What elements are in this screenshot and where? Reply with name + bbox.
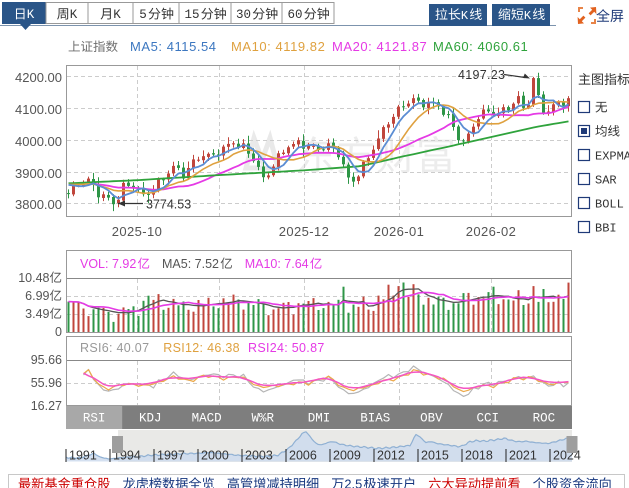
svg-text:2012: 2012: [377, 449, 405, 463]
svg-text:5: 5: [139, 8, 147, 22]
svg-text:60: 60: [288, 8, 303, 22]
svg-text:30: 30: [236, 8, 251, 22]
svg-text:3.49: 3.49: [25, 307, 49, 321]
svg-text:2026-01: 2026-01: [374, 224, 425, 239]
svg-text:VOL: 7.92: VOL: 7.92: [80, 257, 136, 271]
svg-text:MA20: 4121.87: MA20: 4121.87: [332, 39, 427, 54]
svg-text:2006: 2006: [289, 449, 317, 463]
svg-text:2018: 2018: [465, 449, 493, 463]
svg-text:RSI12: 46.38: RSI12: 46.38: [163, 341, 240, 355]
svg-text:55.96: 55.96: [31, 376, 62, 390]
svg-text:2025-10: 2025-10: [112, 224, 163, 239]
svg-text:6.99: 6.99: [25, 289, 49, 303]
svg-text:KDJ: KDJ: [139, 412, 162, 426]
svg-text:RSI24: 50.87: RSI24: 50.87: [248, 341, 325, 355]
svg-text:MA60: 4060.61: MA60: 4060.61: [433, 39, 528, 54]
svg-text:15: 15: [185, 8, 200, 22]
svg-text:2003: 2003: [245, 449, 273, 463]
svg-text:16.27: 16.27: [31, 399, 62, 413]
svg-text:K: K: [27, 8, 35, 22]
svg-text:3800.00: 3800.00: [15, 197, 62, 212]
svg-text:95.66: 95.66: [31, 353, 62, 367]
svg-text:4000.00: 4000.00: [15, 134, 62, 149]
svg-text:K: K: [524, 9, 532, 23]
svg-text:4100.00: 4100.00: [15, 102, 62, 117]
svg-text:OBV: OBV: [420, 412, 443, 426]
svg-text:1997: 1997: [157, 449, 185, 463]
svg-text:2026-02: 2026-02: [466, 224, 517, 239]
svg-text:MA10: 7.64: MA10: 7.64: [245, 257, 309, 271]
svg-text:4200.00: 4200.00: [15, 70, 62, 85]
svg-text:MA5: 7.52: MA5: 7.52: [162, 257, 219, 271]
svg-text:RSI6: 40.07: RSI6: 40.07: [80, 341, 149, 355]
svg-text:4197.23: 4197.23: [458, 68, 505, 82]
svg-text:BIAS: BIAS: [360, 412, 390, 426]
svg-text:K: K: [461, 9, 469, 23]
svg-text:MACD: MACD: [192, 412, 222, 426]
svg-text:SAR: SAR: [595, 174, 617, 188]
svg-text:ROC: ROC: [533, 412, 556, 426]
svg-text:1991: 1991: [69, 449, 97, 463]
svg-text:K: K: [113, 8, 121, 22]
svg-text:DMI: DMI: [308, 412, 331, 426]
svg-text:EXPMA: EXPMA: [595, 150, 629, 164]
svg-text:K: K: [70, 8, 78, 22]
svg-text:W%R: W%R: [252, 412, 275, 426]
svg-text:3774.53: 3774.53: [146, 198, 191, 212]
svg-text:MA10: 4119.82: MA10: 4119.82: [231, 39, 325, 54]
svg-text:BOLL: BOLL: [595, 198, 624, 212]
svg-text:10.48: 10.48: [18, 271, 49, 285]
svg-text:MA5: 4115.54: MA5: 4115.54: [130, 39, 217, 54]
svg-text:2025-12: 2025-12: [279, 224, 330, 239]
svg-text:0: 0: [55, 325, 62, 339]
svg-text:2000: 2000: [201, 449, 229, 463]
svg-text:2.5: 2.5: [344, 477, 362, 488]
svg-text:2021: 2021: [509, 449, 537, 463]
svg-text:CCI: CCI: [476, 412, 499, 426]
svg-text:2009: 2009: [333, 449, 361, 463]
svg-text:3900.00: 3900.00: [15, 166, 62, 181]
svg-text:BBI: BBI: [595, 222, 617, 236]
svg-text:RSI: RSI: [83, 412, 106, 426]
svg-text:2015: 2015: [421, 449, 449, 463]
